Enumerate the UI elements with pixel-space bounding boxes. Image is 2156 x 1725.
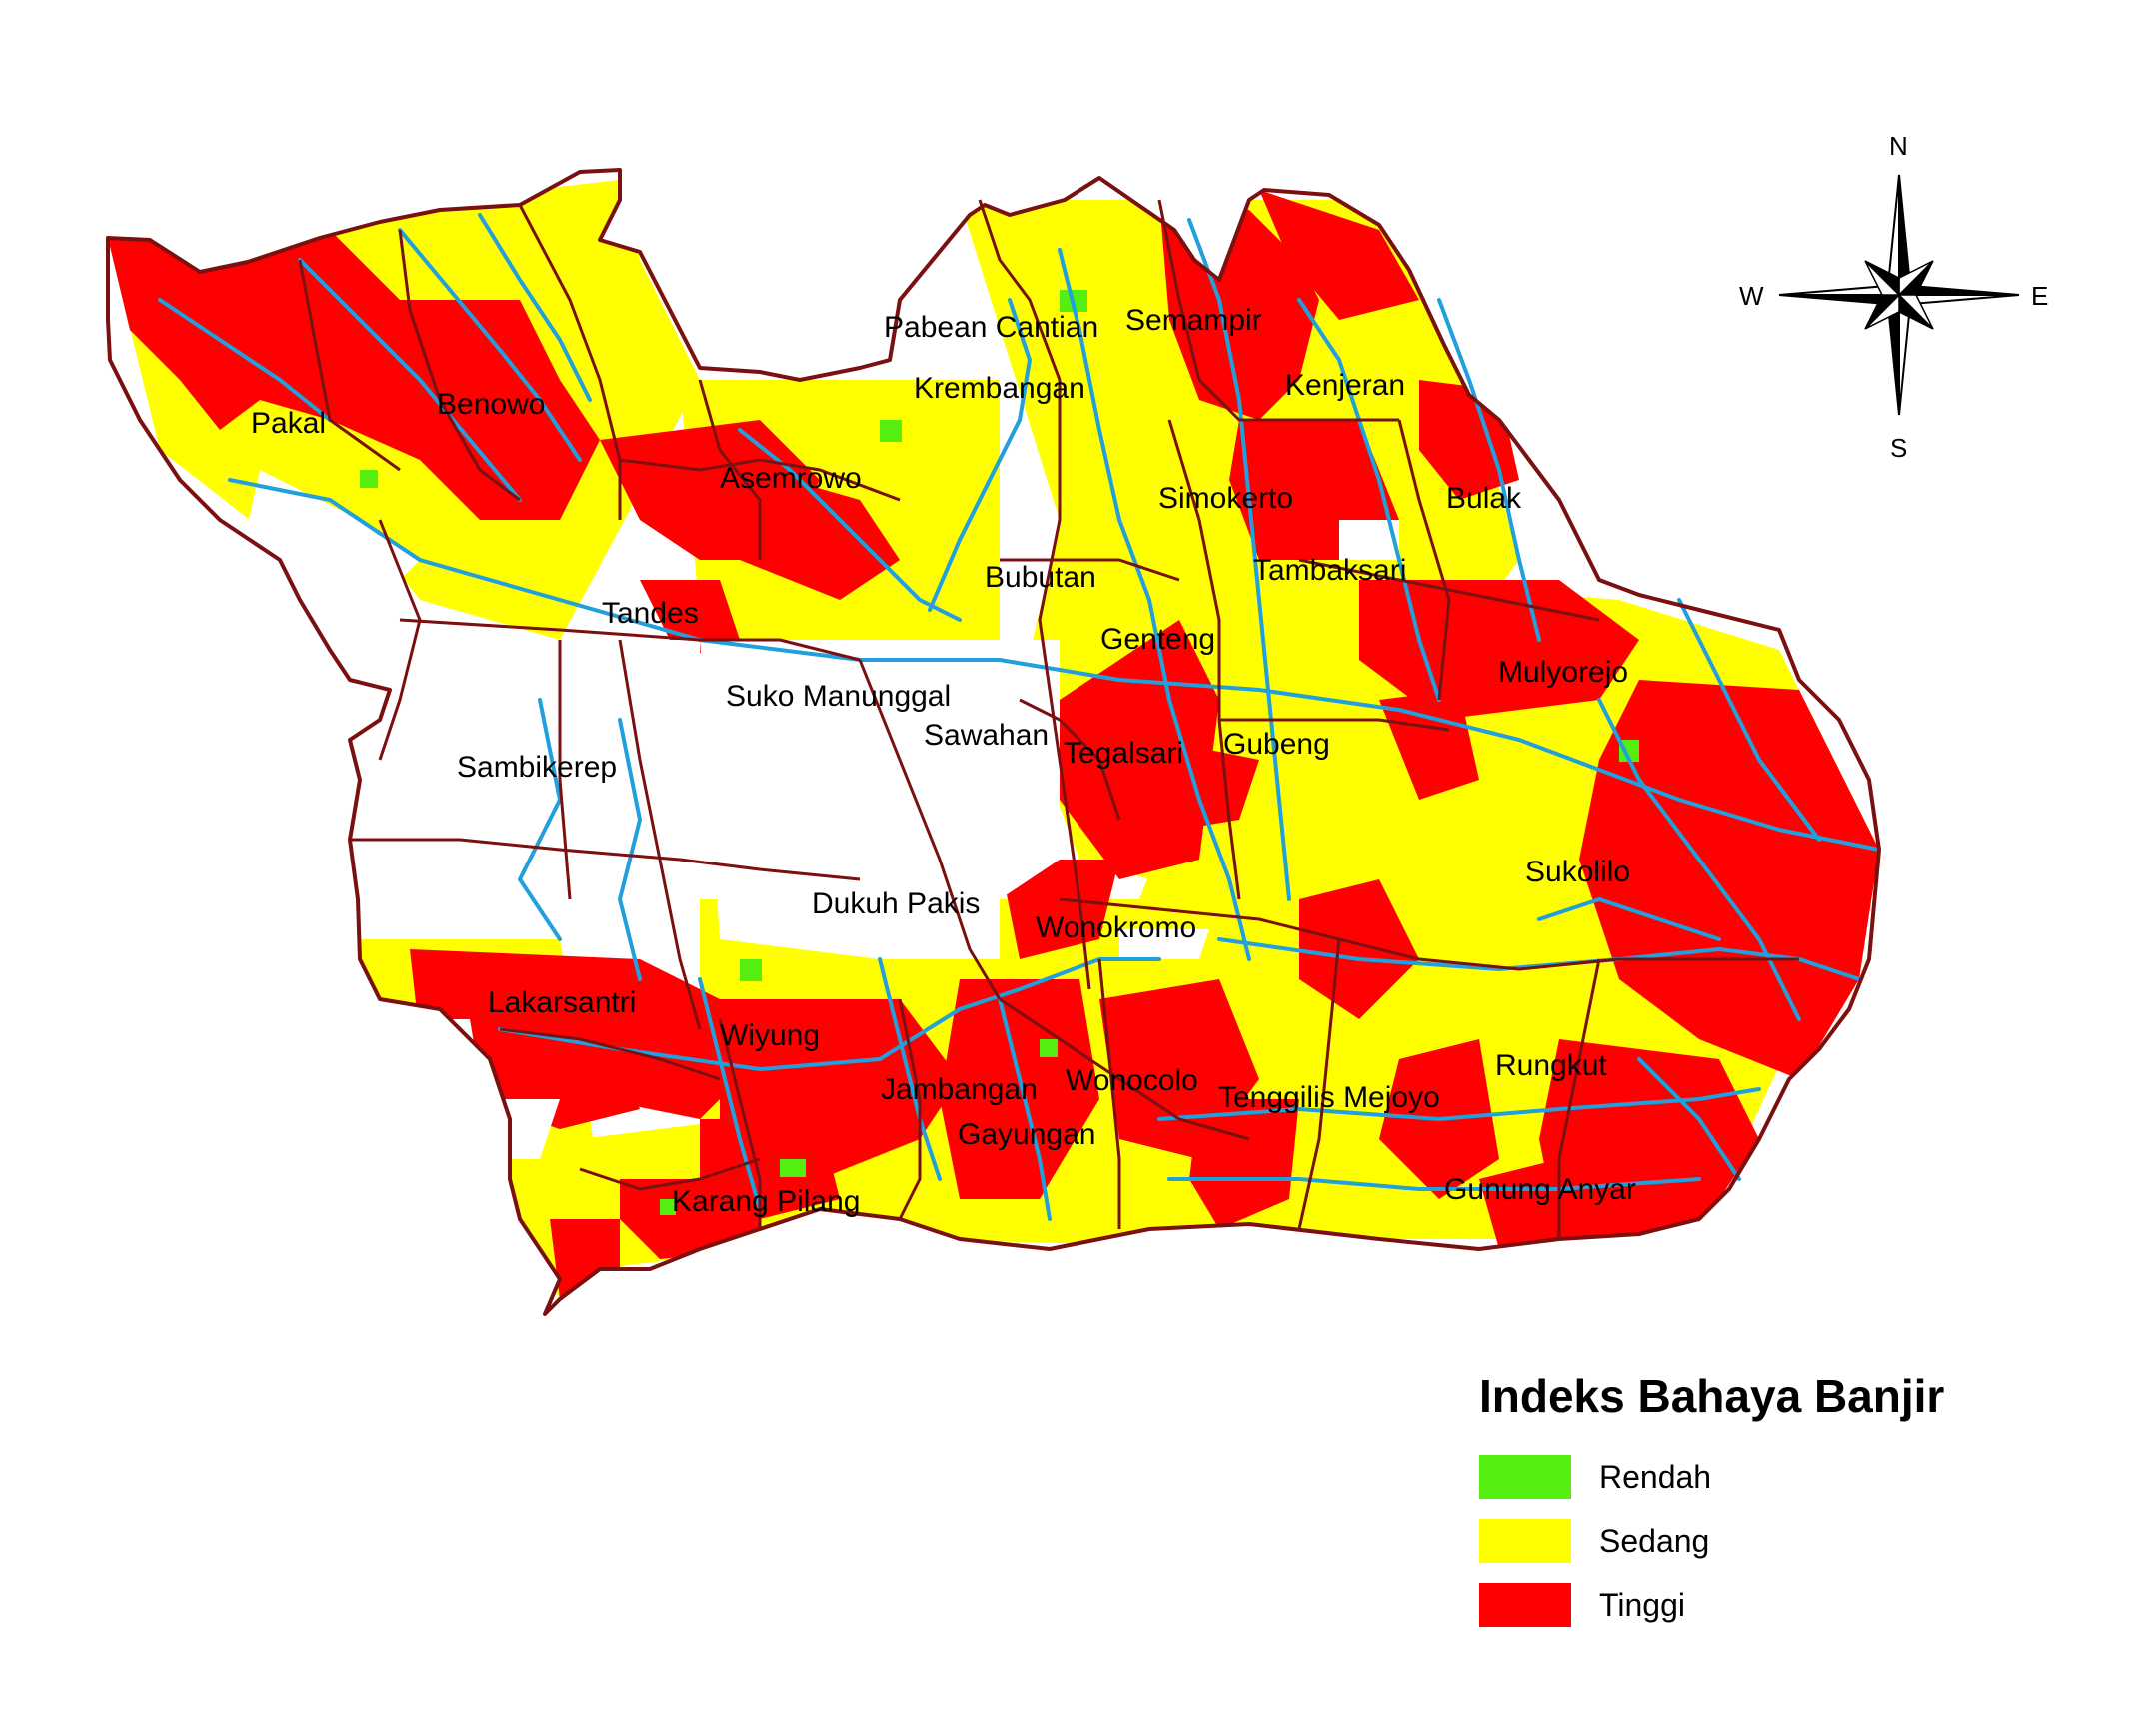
label-gayungan: Gayungan [958, 1118, 1095, 1151]
legend-item-sedang: Sedang [1479, 1517, 2079, 1565]
compass-e: E [2031, 281, 2048, 311]
label-semampir: Semampir [1125, 304, 1262, 337]
compass-n: N [1889, 131, 1908, 161]
label-bubutan: Bubutan [985, 561, 1096, 594]
label-sawahan: Sawahan [924, 719, 1049, 752]
label-benowo: Benowo [437, 388, 545, 421]
compass-s: S [1890, 433, 1907, 463]
legend-item-tinggi: Tinggi [1479, 1581, 2079, 1629]
label-jambangan: Jambangan [881, 1073, 1038, 1106]
city-boundary [106, 168, 1881, 1316]
label-krembangan: Krembangan [914, 372, 1085, 405]
label-gubeng: Gubeng [1223, 728, 1330, 761]
label-mulyorejo: Mulyorejo [1498, 656, 1628, 689]
legend-item-rendah: Rendah [1479, 1453, 2079, 1501]
label-rungkut: Rungkut [1495, 1049, 1607, 1082]
label-kenjeran: Kenjeran [1285, 369, 1405, 402]
label-dukuh-pakis: Dukuh Pakis [812, 887, 980, 920]
label-tambaksari: Tambaksari [1253, 554, 1406, 587]
label-pabean-cantian: Pabean Cantian [884, 311, 1098, 344]
label-tenggilis-mejoyo: Tenggilis Mejoyo [1218, 1081, 1440, 1114]
legend-label-sedang: Sedang [1599, 1522, 1710, 1559]
district-labels: Pakal Benowo Asemrowo Pabean Cantian Sem… [251, 304, 1636, 1218]
label-tandes: Tandes [602, 597, 699, 630]
legend-swatch-rendah [1479, 1455, 1571, 1499]
label-karang-pilang: Karang Pilang [672, 1185, 860, 1218]
legend-label-tinggi: Tinggi [1599, 1586, 1685, 1623]
north-arrow-icon: N S E W [1739, 131, 2048, 463]
label-pakal: Pakal [251, 407, 326, 440]
label-sambikerep: Sambikerep [457, 751, 617, 784]
hazard-rendah-zones [360, 290, 1639, 1215]
legend-label-rendah: Rendah [1599, 1458, 1712, 1495]
label-suko-manunggal: Suko Manunggal [726, 680, 951, 713]
label-asemrowo: Asemrowo [720, 462, 862, 495]
label-tegalsari: Tegalsari [1064, 737, 1183, 770]
legend-swatch-tinggi [1479, 1583, 1571, 1627]
legend: Indeks Bahaya Banjir Rendah Sedang Tingg… [1479, 1369, 2079, 1649]
label-genteng: Genteng [1100, 623, 1215, 656]
label-wiyung: Wiyung [720, 1019, 820, 1052]
district-boundaries [298, 199, 1799, 1239]
label-simokerto: Simokerto [1158, 482, 1293, 515]
legend-title: Indeks Bahaya Banjir [1479, 1370, 1945, 1422]
label-wonokromo: Wonokromo [1036, 911, 1196, 944]
label-sukolilo: Sukolilo [1525, 856, 1630, 888]
label-lakarsantri: Lakarsantri [488, 986, 636, 1019]
compass-w: W [1739, 281, 1764, 311]
label-wonocolo: Wonocolo [1066, 1064, 1198, 1097]
label-bulak: Bulak [1446, 482, 1522, 515]
label-gunung-anyar: Gunung Anyar [1444, 1173, 1636, 1206]
river-network [158, 213, 1881, 1221]
legend-swatch-sedang [1479, 1519, 1571, 1563]
